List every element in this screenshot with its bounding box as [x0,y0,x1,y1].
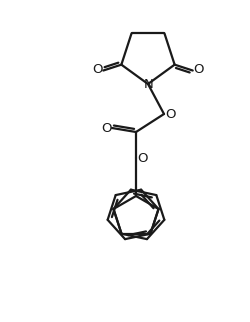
Text: O: O [138,151,148,165]
Text: N: N [144,78,154,90]
Text: O: O [101,121,111,135]
Text: O: O [166,108,176,120]
Text: O: O [194,63,204,76]
Text: O: O [92,63,102,76]
